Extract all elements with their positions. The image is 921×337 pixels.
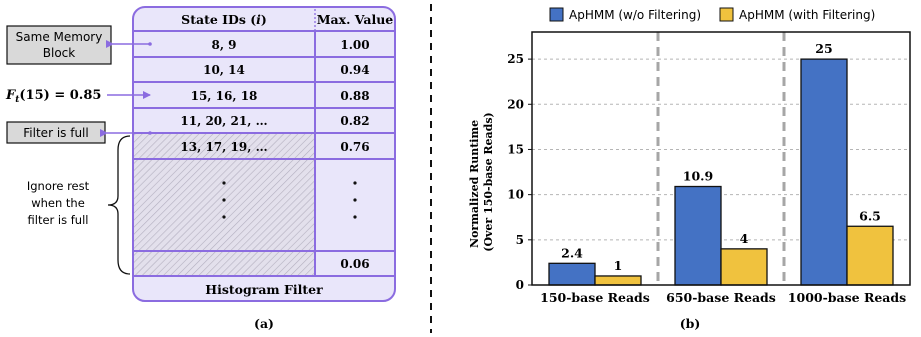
y-tick-label-3: 15 bbox=[507, 142, 524, 156]
x-tick-label-3: 1000-base Reads bbox=[788, 290, 906, 305]
panel-a: State IDs (i) Max. Value 8, 9 1.00 10, 1… bbox=[5, 6, 396, 331]
bar-2-2 bbox=[720, 248, 768, 286]
bar-label-2-3: 6.5 bbox=[859, 208, 881, 223]
bar-label-2-2: 4 bbox=[740, 231, 749, 246]
svg-text:Same Memory: Same Memory bbox=[16, 30, 103, 44]
table-footer: Histogram Filter bbox=[205, 282, 323, 297]
bar-label-1-1: 2.4 bbox=[561, 245, 583, 260]
vertical-ellipsis bbox=[222, 181, 357, 219]
bar-1-2 bbox=[674, 185, 722, 286]
hatched-ignored-region bbox=[134, 133, 315, 276]
legend-swatch-1 bbox=[549, 7, 564, 22]
legend-label-2: ApHMM (with Filtering) bbox=[739, 8, 875, 22]
curly-brace bbox=[107, 135, 131, 275]
row-last-value: 0.06 bbox=[340, 257, 369, 271]
bar-label-1-3: 25 bbox=[815, 41, 832, 56]
ft-label: Ft(15) = 0.85 bbox=[5, 88, 101, 105]
plot-area: 0 5 10 15 20 25 2.4 1 150-base Reads 10.9 4 650-bas… bbox=[507, 31, 911, 305]
header-state-ids: State IDs (i) bbox=[181, 12, 267, 27]
caption-b: (b) bbox=[680, 316, 701, 331]
caption-a: (a) bbox=[254, 316, 274, 331]
x-tick-label-2: 650-base Reads bbox=[666, 290, 776, 305]
y-axis-label: Normalized Runtime (Over 150-base Reads) bbox=[468, 112, 495, 252]
y-tick-label-5: 25 bbox=[507, 52, 524, 66]
bar-1-1 bbox=[548, 262, 596, 286]
bar-label-1-2: 10.9 bbox=[683, 169, 713, 184]
panel-b: ApHMM (w/o Filtering) ApHMM (with Filter… bbox=[468, 7, 911, 331]
svg-text:Block: Block bbox=[43, 46, 76, 60]
row-2-value: 0.94 bbox=[340, 63, 369, 77]
svg-text:Filter is full: Filter is full bbox=[23, 126, 88, 140]
row-3-ids: 15, 16, 18 bbox=[191, 89, 258, 103]
bar-1-3 bbox=[800, 58, 848, 286]
ignore-line-3: filter is full bbox=[28, 213, 89, 227]
y-tick-label-2: 10 bbox=[507, 188, 524, 202]
row-3-value: 0.88 bbox=[340, 89, 369, 103]
ignore-line-1: Ignore rest bbox=[27, 179, 90, 193]
row-4-ids: 11, 20, 21, … bbox=[180, 114, 267, 128]
y-tick-label-1: 5 bbox=[516, 233, 524, 247]
row-5-ids: 13, 17, 19, … bbox=[180, 140, 267, 154]
bar-2-1 bbox=[594, 275, 642, 286]
bar-2-3 bbox=[846, 225, 894, 286]
ignore-line-2: when the bbox=[31, 196, 85, 210]
callout-same-memory: Same Memory Block bbox=[6, 25, 112, 65]
row-2-ids: 10, 14 bbox=[203, 63, 245, 77]
y-tick-label-0: 0 bbox=[516, 278, 524, 292]
y-tick-label-4: 20 bbox=[507, 97, 524, 111]
plot-frame bbox=[531, 31, 911, 286]
legend-label-1: ApHMM (w/o Filtering) bbox=[569, 8, 701, 22]
row-4-value: 0.82 bbox=[340, 114, 369, 128]
row-1-ids: 8, 9 bbox=[211, 38, 236, 52]
row-1-value: 1.00 bbox=[340, 38, 369, 52]
row-5-value: 0.76 bbox=[340, 140, 369, 154]
legend-swatch-2 bbox=[719, 7, 734, 22]
x-tick-label-1: 150-base Reads bbox=[540, 290, 650, 305]
callout-filter-full: Filter is full bbox=[6, 121, 106, 144]
bar-label-2-1: 1 bbox=[614, 258, 623, 273]
header-max-value: Max. Value bbox=[317, 12, 394, 27]
